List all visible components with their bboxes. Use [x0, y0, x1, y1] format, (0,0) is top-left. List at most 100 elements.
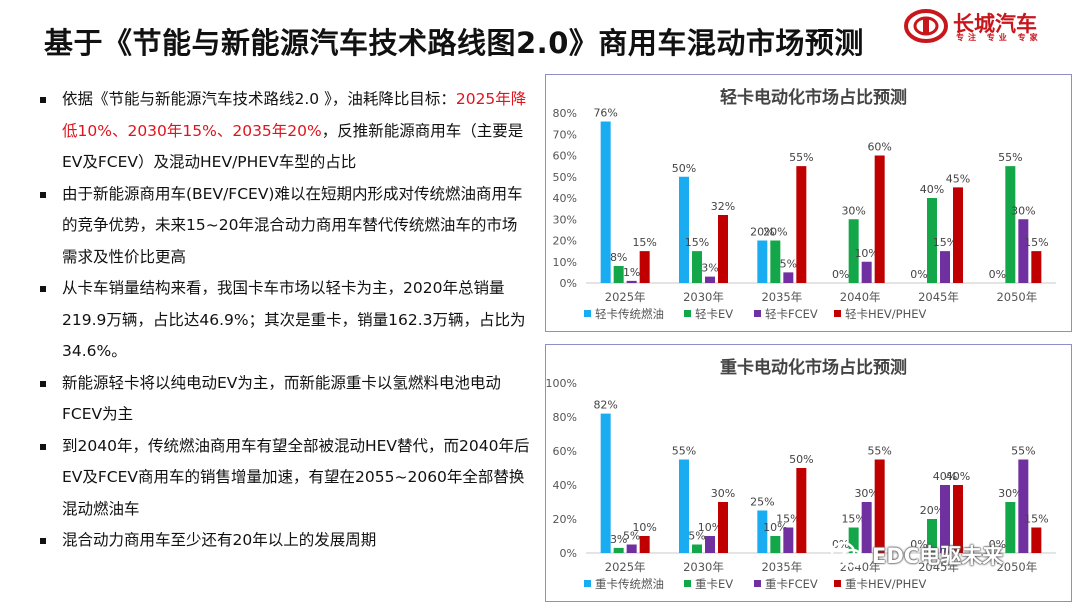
y-tick-label: 80%: [553, 107, 577, 120]
brand-emblem-icon: [904, 9, 948, 43]
data-label: 55%: [672, 445, 696, 458]
data-label: 30%: [1011, 204, 1035, 217]
y-tick-label: 60%: [553, 150, 577, 163]
data-label: 55%: [1011, 445, 1035, 458]
legend-label: 轻卡EV: [695, 307, 733, 321]
data-label: 55%: [789, 151, 813, 164]
bullet-marker: [40, 381, 46, 387]
data-label: 10%: [632, 521, 656, 534]
bar: [796, 468, 806, 553]
bar: [705, 277, 715, 283]
legend-label: 轻卡FCEV: [765, 307, 818, 321]
bar: [953, 187, 963, 283]
legend-label: 轻卡HEV/PHEV: [845, 307, 927, 321]
watermark: EDC电驱未来: [830, 540, 1003, 570]
data-label: 5%: [780, 257, 797, 270]
y-tick-label: 50%: [553, 171, 577, 184]
data-label: 60%: [867, 141, 891, 154]
bar: [783, 272, 793, 283]
legend-swatch: [834, 580, 841, 587]
legend-swatch: [584, 310, 591, 317]
y-tick-label: 70%: [553, 128, 577, 141]
data-label: 1%: [623, 266, 640, 279]
x-tick-label: 2045年: [918, 290, 959, 304]
bar: [718, 502, 728, 553]
bar: [862, 262, 872, 283]
data-label: 55%: [998, 151, 1022, 164]
light-truck-chart-panel: 轻卡电动化市场占比预测 0% 10% 20% 30% 40% 50% 60% 70% 80% 76%…: [545, 74, 1072, 332]
y-tick-label: 30%: [553, 213, 577, 226]
bar: [640, 251, 650, 283]
bar: [875, 156, 885, 284]
bullet-text: 依据《节能与新能源汽车技术路线2.0 》，油耗降比目标：: [62, 90, 456, 108]
bullet-item: 依据《节能与新能源汽车技术路线2.0 》，油耗降比目标：2025年降低10%、2…: [40, 84, 530, 179]
data-label: 40%: [920, 183, 944, 196]
bar: [757, 241, 767, 284]
bullet-item: 新能源轻卡将以纯电动EV为主，而新能源重卡以氢燃料电池电动FCEV为主: [40, 368, 530, 431]
light-truck-chart: 轻卡电动化市场占比预测 0% 10% 20% 30% 40% 50% 60% 70% 80% 76%…: [546, 75, 1071, 331]
bar: [627, 545, 637, 554]
page-title: 基于《节能与新能源汽车技术路线图2.0》商用车混动市场预测: [44, 20, 864, 62]
y-tick-label: 0%: [560, 277, 577, 290]
bar: [614, 548, 624, 553]
bullet-text: 新能源轻卡将以纯电动EV为主，而新能源重卡以氢燃料电池电动FCEV为主: [62, 374, 501, 424]
data-label: 0%: [910, 268, 927, 281]
y-tick-label: 10%: [553, 256, 577, 269]
watermark-text: EDC电驱未来: [872, 540, 1003, 570]
data-label: 20%: [763, 226, 787, 239]
data-label: 15%: [1024, 236, 1048, 249]
chart-title: 重卡电动化市场占比预测: [720, 357, 907, 378]
legend-swatch: [584, 580, 591, 587]
data-label: 32%: [711, 200, 735, 213]
x-tick-label: 2025年: [605, 290, 646, 304]
x-tick-label: 2035年: [761, 290, 802, 304]
bullet-marker: [40, 538, 46, 544]
bullet-item: 混合动力商用车至少还有20年以上的发展周期: [40, 525, 530, 557]
bullet-text: 由于新能源商用车(BEV/FCEV)难以在短期内形成对传统燃油商用车的竞争优势，…: [62, 185, 522, 266]
bar: [1005, 502, 1015, 553]
bar: [940, 251, 950, 283]
bar: [1005, 166, 1015, 283]
legend-swatch: [834, 310, 841, 317]
bar: [1031, 528, 1041, 554]
bullet-item: 到2040年，传统燃油商用车有望全部被混动HEV替代，而2040年后EV及FCE…: [40, 431, 530, 526]
bullet-text: 到2040年，传统燃油商用车有望全部被混动HEV替代，而2040年后EV及FCE…: [62, 437, 529, 518]
legend-label: 轻卡传统燃油: [595, 307, 664, 321]
bar: [770, 536, 780, 553]
data-label: 45%: [946, 172, 970, 185]
y-tick-label: 100%: [546, 377, 577, 390]
data-label: 30%: [711, 487, 735, 500]
legend-label: 重卡HEV/PHEV: [845, 577, 927, 591]
legend-swatch: [684, 310, 691, 317]
y-tick-label: 20%: [553, 235, 577, 248]
bullet-marker: [40, 444, 46, 450]
legend-label: 重卡FCEV: [765, 577, 818, 591]
bar: [718, 215, 728, 283]
bar: [796, 166, 806, 283]
y-tick-label: 80%: [553, 411, 577, 424]
bullet-item: 由于新能源商用车(BEV/FCEV)难以在短期内形成对传统燃油商用车的竞争优势，…: [40, 179, 530, 274]
data-label: 15%: [1024, 513, 1048, 526]
legend-swatch: [684, 580, 691, 587]
x-tick-label: 2040年: [840, 290, 881, 304]
bar: [692, 545, 702, 554]
data-label: 55%: [867, 445, 891, 458]
y-tick-label: 40%: [553, 192, 577, 205]
data-label: 76%: [593, 107, 617, 120]
bar: [705, 536, 715, 553]
x-tick-label: 2030年: [683, 290, 724, 304]
data-label: 30%: [841, 204, 865, 217]
data-label: 8%: [610, 251, 627, 264]
bullet-item: 从卡车销量结构来看，我国卡车市场以轻卡为主，2020年总销量219.9万辆，占比…: [40, 273, 530, 368]
chart-title: 轻卡电动化市场占比预测: [720, 87, 907, 108]
y-tick-label: 60%: [553, 445, 577, 458]
wechat-icon: [830, 541, 864, 569]
data-label: 0%: [989, 268, 1006, 281]
x-tick-label: 2025年: [605, 560, 646, 574]
brand-logo: 长城汽车 专注 专业 专家: [904, 8, 1054, 44]
bullet-text: 混合动力商用车至少还有20年以上的发展周期: [62, 531, 376, 549]
y-tick-label: 40%: [553, 479, 577, 492]
bar: [1031, 251, 1041, 283]
legend-label: 重卡EV: [695, 577, 733, 591]
bar: [627, 281, 637, 283]
